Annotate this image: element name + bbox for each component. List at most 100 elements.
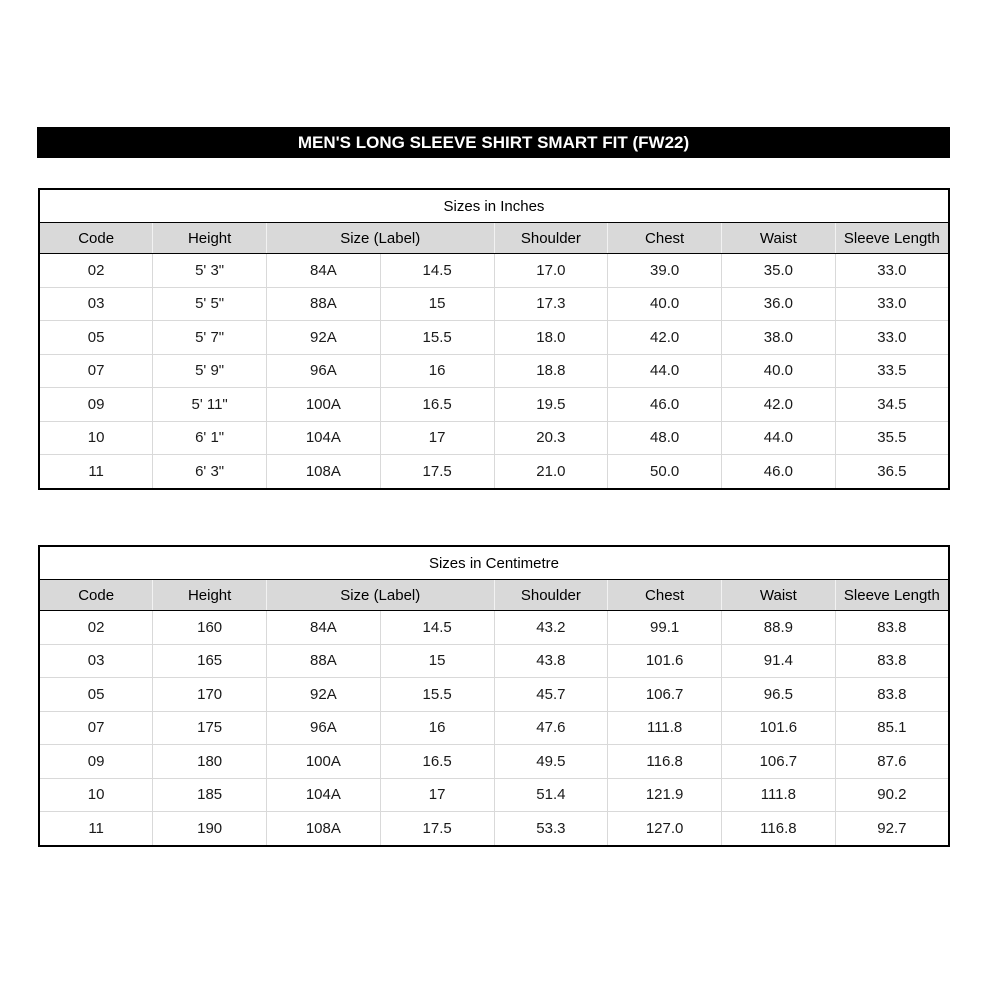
data-cell: 20.3 — [493, 420, 608, 455]
data-cell: 6' 3" — [152, 454, 267, 489]
data-cell: 07 — [39, 353, 153, 388]
data-cell: 03 — [39, 643, 153, 678]
data-cell: 09 — [39, 744, 153, 778]
data-cell: 14.5 — [379, 610, 494, 644]
data-cell: 101.6 — [721, 710, 836, 745]
data-cell: 106.7 — [607, 677, 722, 711]
data-cell: 100A — [266, 744, 381, 778]
data-cell: 84A — [266, 610, 381, 644]
data-cell: 15 — [379, 643, 494, 678]
data-cell: 116.8 — [721, 811, 836, 846]
data-cell: 15 — [379, 286, 494, 321]
data-cell: 10 — [39, 420, 153, 455]
data-cell: 02 — [39, 610, 153, 644]
data-cell: 16 — [379, 353, 494, 388]
data-cell: 104A — [266, 777, 381, 812]
data-cell: 18.8 — [493, 353, 608, 388]
data-cell: 48.0 — [607, 420, 722, 455]
data-cell: 02 — [39, 253, 153, 287]
data-cell: 45.7 — [493, 677, 608, 711]
table-row: 02 160 84A 14.5 43.2 99.1 88.9 83.8 — [39, 610, 949, 644]
column-header: Chest — [607, 579, 722, 611]
column-header: Shoulder — [493, 222, 608, 254]
column-header: Shoulder — [493, 579, 608, 611]
data-cell: 05 — [39, 677, 153, 711]
data-cell: 6' 1" — [152, 420, 267, 455]
data-cell: 170 — [152, 677, 267, 711]
column-header: Sleeve Length — [834, 222, 949, 254]
column-header: Waist — [721, 222, 836, 254]
data-cell: 83.8 — [834, 643, 949, 678]
data-cell: 18.0 — [493, 320, 608, 354]
data-cell: 16 — [379, 710, 494, 745]
table-row: 09 5' 11" 100A 16.5 19.5 46.0 42.0 34.5 — [39, 387, 949, 421]
table-row: 05 5' 7" 92A 15.5 18.0 42.0 38.0 33.0 — [39, 320, 949, 354]
data-cell: 14.5 — [379, 253, 494, 287]
data-cell: 92A — [266, 677, 381, 711]
data-cell: 35.0 — [721, 253, 836, 287]
table-row: 03 5' 5" 88A 15 17.3 40.0 36.0 33.0 — [39, 286, 949, 321]
data-cell: 33.0 — [834, 286, 949, 321]
data-cell: 16.5 — [379, 387, 494, 421]
data-cell: 111.8 — [607, 710, 722, 745]
data-cell: 17 — [379, 777, 494, 812]
table-row: 10 6' 1" 104A 17 20.3 48.0 44.0 35.5 — [39, 420, 949, 455]
column-header: Chest — [607, 222, 722, 254]
data-cell: 180 — [152, 744, 267, 778]
table-header-row: Code Height Size (Label) Shoulder Chest Waist… — [39, 579, 949, 611]
data-cell: 121.9 — [607, 777, 722, 812]
data-cell: 11 — [39, 454, 153, 489]
data-cell: 47.6 — [493, 710, 608, 745]
column-header: Size (Label) — [266, 579, 494, 611]
data-cell: 10 — [39, 777, 153, 812]
data-cell: 39.0 — [607, 253, 722, 287]
data-cell: 17 — [379, 420, 494, 455]
data-cell: 83.8 — [834, 677, 949, 711]
column-header: Height — [152, 579, 267, 611]
data-cell: 84A — [266, 253, 381, 287]
data-cell: 83.8 — [834, 610, 949, 644]
data-cell: 40.0 — [721, 353, 836, 388]
data-cell: 38.0 — [721, 320, 836, 354]
table-row: 09 180 100A 16.5 49.5 116.8 106.7 87.6 — [39, 744, 949, 778]
title-banner: MEN'S LONG SLEEVE SHIRT SMART FIT (FW22) — [37, 127, 950, 158]
data-cell: 50.0 — [607, 454, 722, 489]
data-cell: 46.0 — [607, 387, 722, 421]
data-cell: 101.6 — [607, 643, 722, 678]
size-table: Sizes in Inches Code Height Size (Label) Sh… — [38, 188, 950, 490]
data-cell: 07 — [39, 710, 153, 745]
data-cell: 34.5 — [834, 387, 949, 421]
data-cell: 88A — [266, 643, 381, 678]
data-cell: 40.0 — [607, 286, 722, 321]
data-cell: 175 — [152, 710, 267, 745]
data-cell: 99.1 — [607, 610, 722, 644]
data-cell: 43.2 — [493, 610, 608, 644]
data-cell: 106.7 — [721, 744, 836, 778]
data-cell: 42.0 — [721, 387, 836, 421]
data-cell: 108A — [266, 811, 381, 846]
data-cell: 96.5 — [721, 677, 836, 711]
data-cell: 100A — [266, 387, 381, 421]
column-header: Code — [39, 579, 153, 611]
data-cell: 85.1 — [834, 710, 949, 745]
data-cell: 05 — [39, 320, 153, 354]
table-row: 11 190 108A 17.5 53.3 127.0 116.8 92.7 — [39, 811, 949, 846]
data-cell: 111.8 — [721, 777, 836, 812]
data-cell: 33.0 — [834, 320, 949, 354]
data-cell: 15.5 — [379, 320, 494, 354]
page-title: MEN'S LONG SLEEVE SHIRT SMART FIT (FW22) — [297, 132, 690, 152]
table-row: 07 175 96A 16 47.6 111.8 101.6 85.1 — [39, 710, 949, 745]
sizes-in-inches-table: Sizes in Inches Code Height Size (Label) Sh… — [38, 188, 950, 490]
data-cell: 49.5 — [493, 744, 608, 778]
data-cell: 16.5 — [379, 744, 494, 778]
data-cell: 17.5 — [379, 454, 494, 489]
data-cell: 33.5 — [834, 353, 949, 388]
data-cell: 21.0 — [493, 454, 608, 489]
data-cell: 09 — [39, 387, 153, 421]
data-cell: 88A — [266, 286, 381, 321]
table-row: 10 185 104A 17 51.4 121.9 111.8 90.2 — [39, 777, 949, 812]
table-row: 05 170 92A 15.5 45.7 106.7 96.5 83.8 — [39, 677, 949, 711]
data-cell: 51.4 — [493, 777, 608, 812]
data-cell: 92A — [266, 320, 381, 354]
data-cell: 96A — [266, 353, 381, 388]
